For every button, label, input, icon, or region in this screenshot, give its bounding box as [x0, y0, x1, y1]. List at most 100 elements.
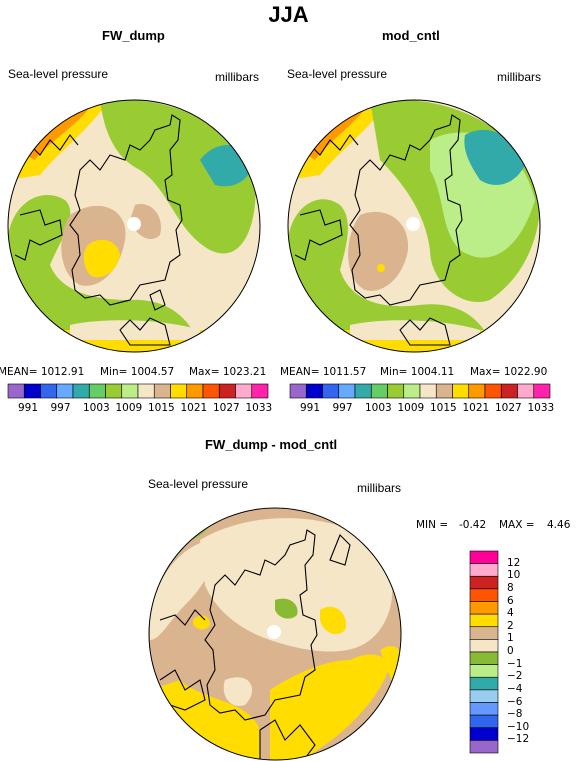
colorbar-swatch [56, 383, 74, 399]
colorbar-tick-label: 2 [507, 619, 514, 632]
colorbar-swatch [469, 626, 499, 640]
colorbar-swatch [469, 639, 499, 653]
stat-min: Min= 1004.11 [380, 366, 455, 378]
colorbar-swatch [419, 383, 437, 399]
colorbar-swatch [469, 563, 499, 577]
colorbar-swatch [40, 383, 58, 399]
colorbar-swatch [469, 676, 499, 691]
colorbar-swatch [370, 383, 388, 399]
colorbar-tick-label: −2 [507, 670, 523, 683]
colorbar-swatch [235, 383, 253, 399]
stat-max-label: MAX = [499, 519, 535, 531]
colorbar-swatch [121, 383, 139, 399]
colorbar-swatch [517, 383, 535, 399]
colorbar-swatch [469, 714, 499, 729]
units-label: millibars [215, 70, 260, 84]
colorbar-swatch [7, 383, 25, 399]
colorbar-swatch [72, 383, 90, 399]
colorbar-swatch [469, 664, 499, 678]
colorbar-swatch [469, 613, 499, 628]
colorbar-tick-label: 1015 [148, 402, 175, 414]
colorbar-tick-label: −1 [507, 657, 523, 670]
colorbar-tick-label: 991 [18, 402, 39, 414]
colorbar-tick-label: 8 [507, 581, 514, 594]
colorbar-tick-label: 0 [507, 645, 514, 657]
colorbar-swatch [153, 383, 171, 399]
colorbar-tick-label: 4 [507, 607, 514, 620]
colorbar-tick-label: 1009 [115, 402, 143, 414]
colorbar-swatch [23, 383, 41, 399]
colorbar-swatch [469, 740, 499, 754]
colorbar-tick-label: 1003 [83, 402, 110, 414]
variable-label: Sea-level pressure [148, 477, 249, 491]
colorbar-tick-label: −8 [507, 708, 523, 721]
colorbar-swatch [105, 383, 123, 399]
stat-mean: MEAN= 1011.57 [280, 366, 367, 378]
colorbar-swatch [469, 601, 499, 615]
colorbar-swatch [88, 383, 106, 399]
stat-max-value: 4.46 [547, 519, 571, 531]
colorbar-tick-label: 1021 [180, 402, 208, 414]
colorbar-tick-label: 6 [507, 594, 514, 607]
colorbar-tick-label: −4 [507, 682, 523, 695]
units-label: millibars [497, 70, 542, 84]
colorbar-tick-label: 12 [507, 556, 521, 569]
colorbar-tick-label: 1015 [430, 402, 457, 414]
colorbar-swatch [338, 383, 356, 399]
colorbar-tick-label: 1027 [495, 402, 522, 414]
colorbar-tick-label: −10 [507, 720, 530, 733]
colorbar-swatch [170, 383, 188, 399]
colorbar-swatch [484, 383, 502, 399]
colorbar-swatch [354, 383, 372, 399]
units-label: millibars [357, 481, 402, 495]
colorbar-swatch [322, 383, 340, 399]
colorbar-swatch [387, 383, 405, 399]
colorbar-swatch [137, 383, 155, 399]
stat-mean: MEAN= 1012.91 [0, 366, 85, 378]
panel-title-difference: FW_dump - mod_cntl [205, 437, 338, 452]
colorbar-swatch [500, 383, 518, 399]
colorbar-tick-label: 1027 [213, 402, 240, 414]
colorbar-swatch [305, 383, 323, 399]
colorbar-tick-label: −6 [507, 695, 523, 708]
stat-max: Max= 1023.21 [189, 366, 267, 378]
colorbar-tick-label: 1003 [365, 402, 392, 414]
variable-label: Sea-level pressure [287, 67, 388, 81]
colorbar-swatch [452, 383, 470, 399]
figure-title: JJA [268, 2, 309, 27]
colorbar-difference [469, 550, 499, 754]
stat-min-label: MIN = [416, 519, 449, 531]
colorbar-swatch [469, 588, 499, 602]
colorbar-swatch [403, 383, 421, 399]
colorbar-absolute-right [289, 383, 551, 399]
colorbar-swatch [469, 550, 499, 564]
colorbar-tick-label: 991 [300, 402, 321, 414]
colorbar-swatch [469, 651, 499, 665]
colorbar-tick-label: 1009 [397, 402, 425, 414]
colorbar-swatch [468, 383, 486, 399]
colorbar-tick-label: 10 [507, 569, 521, 582]
colorbar-swatch [251, 383, 269, 399]
colorbar-tick-label: 1033 [527, 402, 555, 414]
colorbar-swatch [469, 727, 499, 741]
colorbar-swatch [186, 383, 204, 399]
colorbar-tick-label: 997 [332, 402, 353, 414]
colorbar-swatch [469, 689, 499, 703]
panel-title-mod-cntl: mod_cntl [382, 28, 440, 43]
colorbar-swatch [435, 383, 453, 399]
colorbar-tick-label: 1 [507, 632, 514, 645]
colorbar-swatch [533, 383, 551, 399]
variable-label: Sea-level pressure [8, 67, 109, 81]
stat-min-value: -0.42 [459, 519, 487, 531]
colorbar-tick-label: 997 [50, 402, 71, 414]
colorbar-swatch [469, 575, 499, 590]
panel-title-fw-dump: FW_dump [102, 28, 165, 43]
colorbar-swatch [289, 383, 307, 399]
colorbar-swatch [469, 702, 499, 716]
colorbar-tick-label: −12 [507, 733, 530, 746]
colorbar-tick-label: 1033 [245, 402, 273, 414]
colorbar-swatch [218, 383, 236, 399]
colorbar-tick-label: 1021 [462, 402, 490, 414]
colorbar-swatch [202, 383, 220, 399]
